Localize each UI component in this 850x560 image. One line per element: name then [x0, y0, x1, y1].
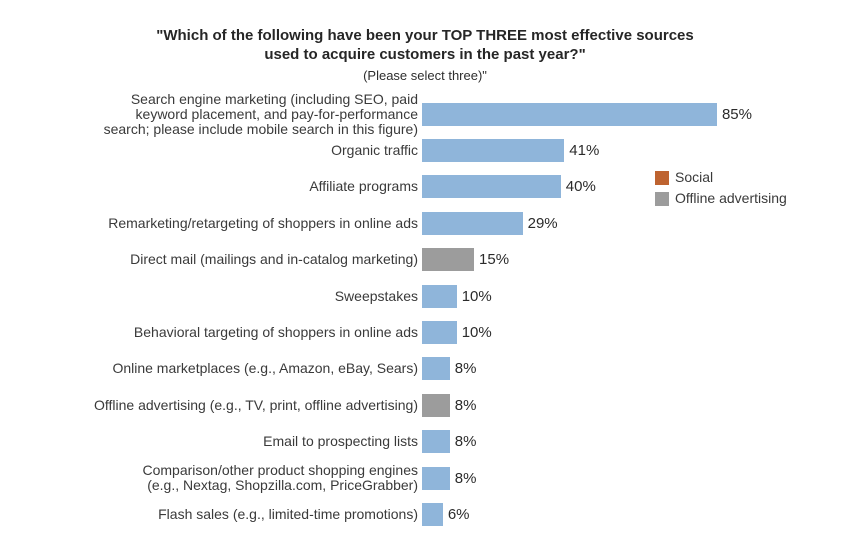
bar — [422, 248, 475, 272]
chart-row: Comparison/other product shopping engine… — [0, 460, 850, 496]
legend-label: Offline advertising — [675, 190, 787, 206]
legend-swatch-icon — [655, 191, 669, 206]
value-label: 6% — [447, 505, 470, 523]
bar — [422, 321, 457, 345]
bar — [422, 466, 450, 490]
category-label: Online marketplaces (e.g., Amazon, eBay,… — [112, 360, 418, 377]
category-label: Sweepstakes — [334, 287, 418, 304]
legend-label: Social — [675, 169, 714, 185]
legend-item: Offline advertising — [655, 191, 787, 206]
bar — [422, 393, 450, 417]
bar-rows: Search engine marketing (including SEO, … — [0, 91, 850, 533]
chart-row: Remarketing/retargeting of shoppers in o… — [0, 205, 850, 241]
category-label: Affiliate programs — [309, 178, 418, 195]
bar-chart: Search engine marketing (including SEO, … — [0, 91, 850, 533]
chart-row: Organic traffic 41% — [0, 132, 850, 168]
value-label: 10% — [461, 287, 492, 305]
chart-header: "Which of the following have been your T… — [0, 0, 850, 85]
value-label: 8% — [454, 396, 477, 414]
chart-row: Affiliate programs 40% — [0, 169, 850, 205]
value-label: 8% — [454, 360, 477, 378]
category-label: Behavioral targeting of shoppers in onli… — [133, 324, 418, 341]
value-label: 85% — [721, 105, 752, 123]
bar — [422, 502, 443, 526]
bar — [422, 102, 717, 126]
chart-row: Search engine marketing (including SEO, … — [0, 91, 850, 136]
category-label: Offline advertising (e.g., TV, print, of… — [94, 396, 418, 413]
chart-title-line-1: "Which of the following have been your T… — [156, 27, 694, 44]
chart-row: Behavioral targeting of shoppers in onli… — [0, 314, 850, 350]
chart-title-line-2: used to acquire customers in the past ye… — [264, 46, 586, 63]
value-label: 8% — [454, 433, 477, 451]
category-label: Remarketing/retargeting of shoppers in o… — [108, 214, 418, 231]
bar — [422, 139, 565, 163]
bar — [422, 284, 457, 308]
category-label: Flash sales (e.g., limited-time promotio… — [158, 505, 418, 522]
chart-subtitle: (Please select three)" — [363, 68, 487, 83]
category-label: Email to prospecting lists — [263, 433, 418, 450]
chart-row: Flash sales (e.g., limited-time promotio… — [0, 496, 850, 532]
chart-row: Email to prospecting lists 8% — [0, 424, 850, 460]
legend-swatch-icon — [655, 170, 669, 185]
bar — [422, 357, 450, 381]
value-label: 15% — [479, 251, 510, 269]
chart-row: Online marketplaces (e.g., Amazon, eBay,… — [0, 351, 850, 387]
bar — [422, 175, 561, 199]
value-label: 40% — [565, 178, 596, 196]
bar — [422, 430, 450, 454]
bar — [422, 211, 523, 235]
chart-row: Direct mail (mailings and in-catalog mar… — [0, 242, 850, 278]
chart-row: Offline advertising (e.g., TV, print, of… — [0, 387, 850, 423]
value-label: 29% — [527, 214, 558, 232]
chart-legend: Social Offline advertising — [655, 170, 787, 212]
value-label: 8% — [454, 469, 477, 487]
category-label: Direct mail (mailings and in-catalog mar… — [130, 251, 418, 268]
category-label: Comparison/other product shopping engine… — [142, 462, 418, 494]
value-label: 10% — [461, 324, 492, 342]
category-label: Search engine marketing (including SEO, … — [103, 90, 418, 137]
value-label: 41% — [569, 142, 600, 160]
chart-row: Sweepstakes 10% — [0, 278, 850, 314]
legend-item: Social — [655, 170, 787, 185]
category-label: Organic traffic — [331, 142, 418, 159]
